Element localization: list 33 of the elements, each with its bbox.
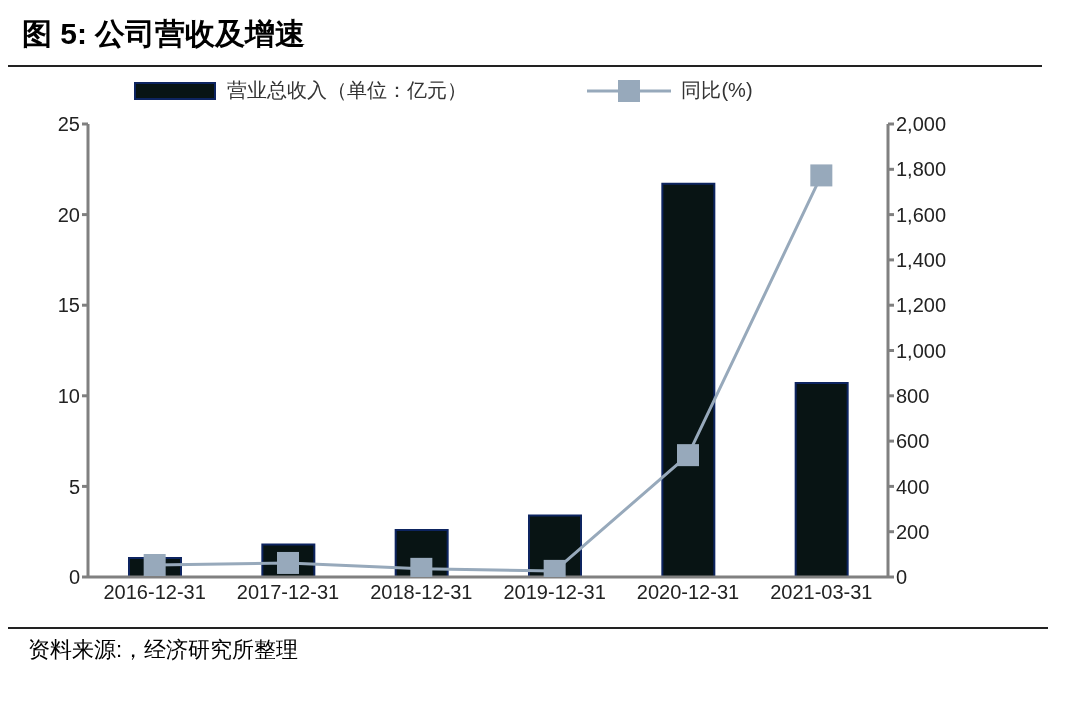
- x-tick-label: 2016-12-31: [103, 581, 206, 604]
- chart-title: 图 5: 公司营收及增速: [8, 8, 1042, 67]
- y2-tick-label: 2,000: [896, 113, 947, 136]
- bar: [794, 382, 849, 577]
- y2-tick-label: 400: [896, 475, 930, 498]
- y-tick-label: 15: [57, 294, 80, 317]
- y2-tick-label: 800: [896, 384, 930, 407]
- y2-tick-label: 1,400: [896, 249, 947, 271]
- legend-label: 营业总收入（单位：亿元）: [227, 78, 468, 103]
- point: [677, 444, 699, 467]
- point: [810, 164, 833, 187]
- y2-tick-label: 1,200: [896, 294, 947, 317]
- bar: [661, 182, 716, 577]
- y2-tick-label: 0: [896, 566, 908, 589]
- text: 资料来源:，经济研究所整理: [28, 636, 300, 664]
- x-tick-label: 2019-12-31: [503, 581, 606, 604]
- x-tick-label: 2017-12-31: [236, 581, 340, 604]
- y2-tick-label: 1,600: [896, 203, 947, 226]
- legend-label: 同比(%): [681, 78, 753, 103]
- y-tick-label: 0: [68, 566, 80, 589]
- point: [143, 554, 166, 576]
- x-tick-label: 2018-12-31: [370, 581, 473, 604]
- y2-tick-label: 1,800: [896, 158, 947, 181]
- x-tick-label: 2020-12-31: [636, 581, 740, 604]
- y2-tick-label: 200: [896, 520, 930, 543]
- y2-tick-label: 1,000: [896, 339, 947, 362]
- point: [410, 557, 433, 577]
- y-tick-label: 5: [68, 475, 80, 498]
- y-tick-label: 10: [57, 384, 80, 407]
- y-tick-label: 25: [57, 113, 80, 136]
- y-tick-label: 20: [57, 203, 80, 226]
- x-tick-label: 2021-03-31: [770, 581, 873, 604]
- y2-tick-label: 600: [896, 430, 930, 453]
